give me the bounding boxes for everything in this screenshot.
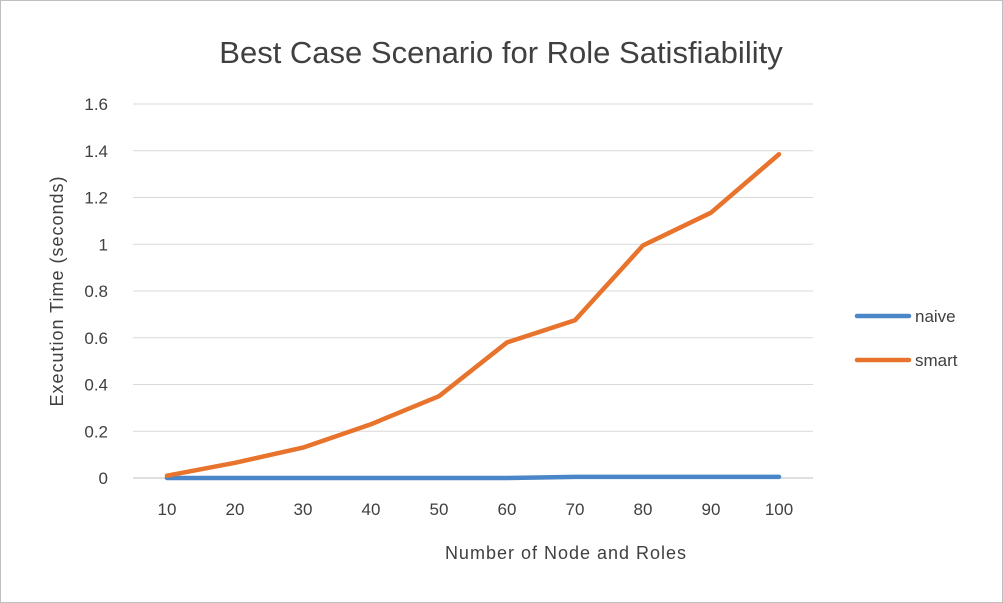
x-axis-title: Number of Node and Roles [445,543,687,563]
legend: naive smart [854,307,958,370]
y-tick-label: 1.6 [84,95,108,114]
x-tick-label: 20 [226,500,245,519]
x-tick-label: 50 [430,500,449,519]
x-tick-label: 40 [362,500,381,519]
y-tick-label: 0.6 [84,329,108,348]
x-tick-label: 10 [158,500,177,519]
series-line-naive [164,474,782,481]
y-tick-label: 1.4 [84,142,108,161]
y-tick-label: 1.2 [84,189,108,208]
y-tick-label: 1 [99,235,108,254]
x-tick-label: 70 [566,500,585,519]
x-tick-label: 30 [294,500,313,519]
chart-title: Best Case Scenario for Role Satisfiabili… [219,35,783,70]
y-tick-label: 0 [99,469,108,488]
x-tick-label: 60 [498,500,517,519]
gridlines [133,103,813,479]
x-axis-ticks: 10 20 30 40 50 60 70 80 90 100 [158,500,794,519]
legend-label-naive: naive [915,307,956,326]
series-line-smart [164,152,782,478]
y-axis-title: Execution Time (seconds) [47,175,67,406]
y-tick-label: 0.8 [84,282,108,301]
legend-label-smart: smart [915,351,958,370]
y-tick-label: 0.2 [84,422,108,441]
x-tick-label: 90 [702,500,721,519]
y-axis-ticks: 0 0.2 0.4 0.6 0.8 1 1.2 1.4 1.6 [84,95,108,488]
y-tick-label: 0.4 [84,376,108,395]
x-tick-label: 80 [634,500,653,519]
series-lines [164,152,782,481]
x-tick-label: 100 [765,500,793,519]
